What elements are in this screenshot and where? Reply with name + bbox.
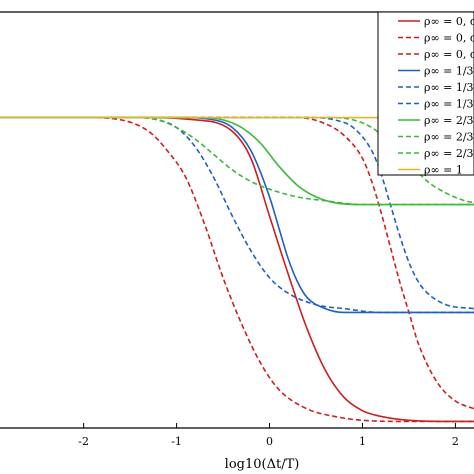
legend-box	[377, 11, 474, 176]
legend-label: ρ∞ = 0, α1	[424, 48, 474, 61]
series-line-4	[0, 116, 474, 314]
legend-label: ρ∞ = 1/3,	[424, 81, 474, 94]
x-tick-label: -2	[78, 435, 89, 448]
series-layer	[0, 116, 474, 423]
series-line-2	[0, 116, 474, 423]
x-tick-layer: -2 -1 0 1 2	[78, 423, 459, 448]
legend-label: ρ∞ = 1/3,	[424, 98, 474, 111]
legend-label: ρ∞ = 1/3,	[424, 65, 474, 78]
legend-label: ρ∞ = 0, α1	[424, 15, 474, 28]
legend-label: ρ∞ = 1	[424, 164, 463, 177]
legend-label: ρ∞ = 2/3,	[424, 114, 474, 127]
series-line-1	[0, 116, 474, 423]
x-tick-label: -1	[171, 435, 182, 448]
legend: ρ∞ = 0, α1 ρ∞ = 0, α1 ρ∞ = 0, α1 ρ∞ = 1/3, ρ…	[377, 11, 474, 177]
x-tick-label: 1	[359, 435, 366, 448]
x-tick-label: 0	[266, 435, 273, 448]
x-tick-label: 2	[452, 435, 459, 448]
series-line-6	[0, 116, 474, 310]
legend-label: ρ∞ = 2/3,	[424, 147, 474, 160]
x-axis-label: log10(Δt/T)	[225, 457, 300, 472]
legend-label: ρ∞ = 2/3,	[424, 131, 474, 144]
series-line-8	[0, 116, 474, 206]
legend-label: ρ∞ = 0, α1	[424, 32, 474, 45]
